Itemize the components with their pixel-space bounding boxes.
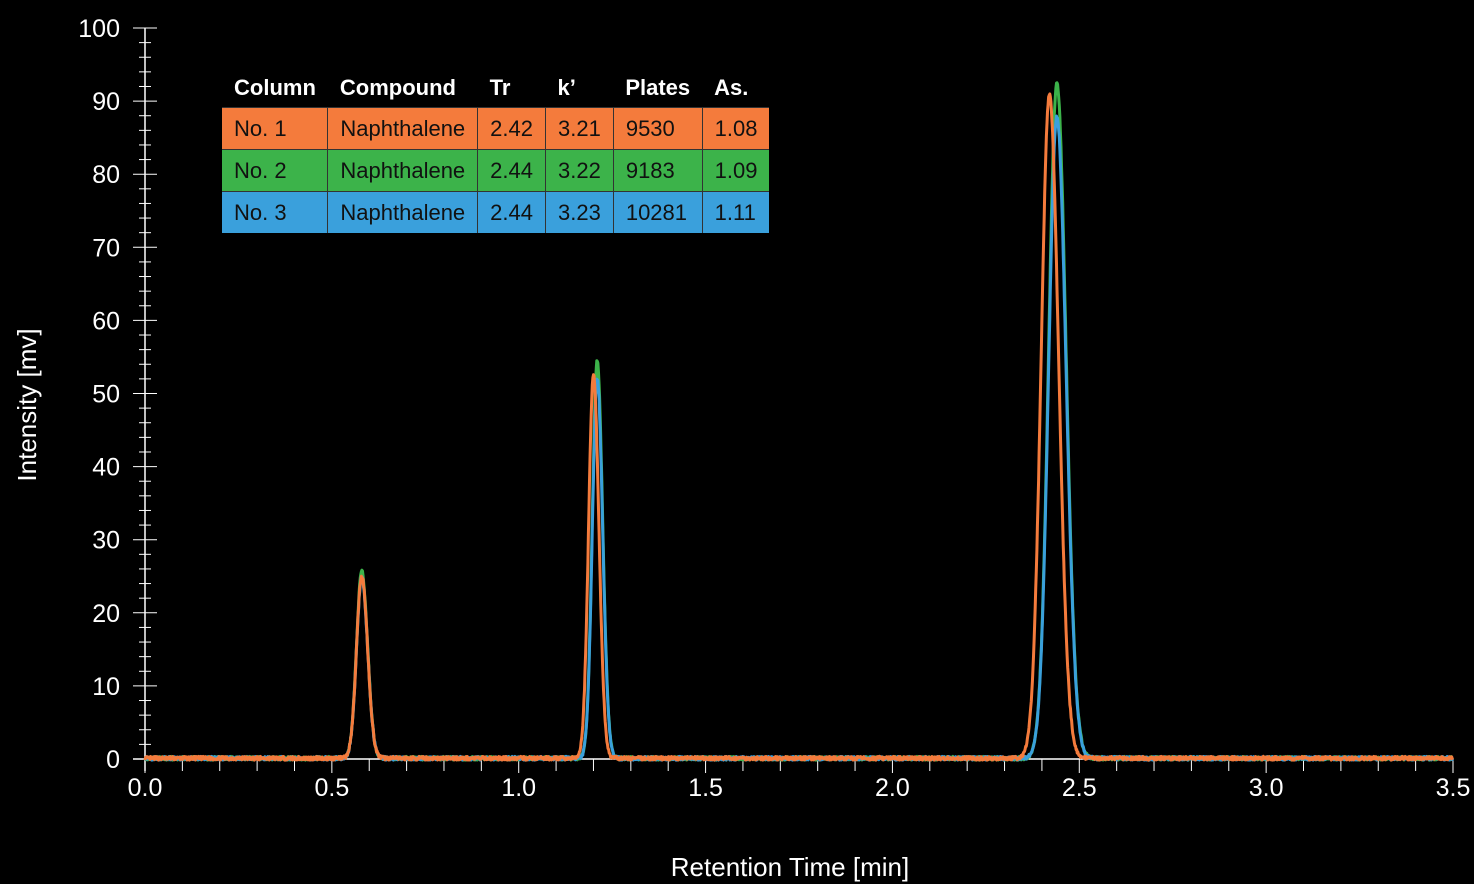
header-column: Column xyxy=(234,74,316,100)
cell-k: 3.22 xyxy=(545,149,614,192)
y-tick-label: 0 xyxy=(106,746,120,774)
cell-tr: 2.44 xyxy=(477,191,546,233)
cell-column: No. 2 xyxy=(234,157,287,183)
cell-k: 3.23 xyxy=(545,191,614,233)
cell-plates: 10281 xyxy=(612,191,703,233)
cell-asymmetry: 1.11 xyxy=(701,191,770,233)
cell-tr: 2.44 xyxy=(477,149,546,192)
y-tick-label: 20 xyxy=(92,600,120,628)
cell-plates: 9183 xyxy=(612,149,703,192)
y-tick-label: 10 xyxy=(92,673,120,701)
y-tick-label: 70 xyxy=(92,234,120,262)
x-tick-label: 2.5 xyxy=(1062,774,1097,802)
cell-column: No. 3 xyxy=(234,199,287,225)
x-axis-title: Retention Time [min] xyxy=(671,852,909,882)
cell-asymmetry: 1.09 xyxy=(701,149,770,192)
header-plates: Plates xyxy=(625,74,691,100)
cell-column: No. 1 xyxy=(234,115,287,141)
x-tick-label: 2.0 xyxy=(875,774,910,802)
y-tick-label: 60 xyxy=(92,307,120,335)
y-tick-label: 80 xyxy=(92,161,120,189)
table-header-row: Column Compound Tr k’ Plates As. xyxy=(222,68,769,108)
x-tick-label: 0.5 xyxy=(314,774,349,802)
header-tr: Tr xyxy=(489,74,511,100)
y-tick-label: 100 xyxy=(78,15,120,43)
y-axis-title: Intensity [mv] xyxy=(12,328,42,481)
table-row: No. 3 Naphthalene 2.44 3.23 10281 1.11 xyxy=(222,191,770,233)
y-tick-label: 40 xyxy=(92,454,120,482)
y-tick-label: 30 xyxy=(92,527,120,555)
series-layer xyxy=(143,81,1455,762)
cell-asymmetry: 1.08 xyxy=(701,107,770,150)
cell-compound: Naphthalene xyxy=(327,149,478,192)
header-asymmetry: As. xyxy=(714,74,749,100)
x-tick-label: 3.0 xyxy=(1249,774,1284,802)
header-compound: Compound xyxy=(339,74,456,100)
series-line-no-1 xyxy=(143,92,1455,762)
cell-plates: 9530 xyxy=(612,107,703,150)
x-tick-label: 0.0 xyxy=(128,774,163,802)
x-tick-label: 1.0 xyxy=(501,774,536,802)
cell-tr: 2.42 xyxy=(477,107,546,150)
cell-compound: Naphthalene xyxy=(327,107,478,150)
y-tick-label: 90 xyxy=(92,88,120,116)
cell-k: 3.21 xyxy=(545,107,614,150)
x-tick-label: 1.5 xyxy=(688,774,723,802)
table-row: No. 2 Naphthalene 2.44 3.22 9183 1.09 xyxy=(222,149,770,192)
x-tick-label: 3.5 xyxy=(1436,774,1471,802)
table-row: No. 1 Naphthalene 2.42 3.21 9530 1.08 xyxy=(222,107,770,150)
cell-compound: Naphthalene xyxy=(327,191,478,233)
header-k: k’ xyxy=(557,74,576,100)
y-tick-label: 50 xyxy=(92,381,120,409)
axes: 0 10 20 30 40 50 60 70 80 90 100 0.0 0.5 1.0 1.5 2.0 2.5… xyxy=(78,15,1470,802)
results-table: Column Compound Tr k’ Plates As. No. 1 N… xyxy=(222,68,770,233)
